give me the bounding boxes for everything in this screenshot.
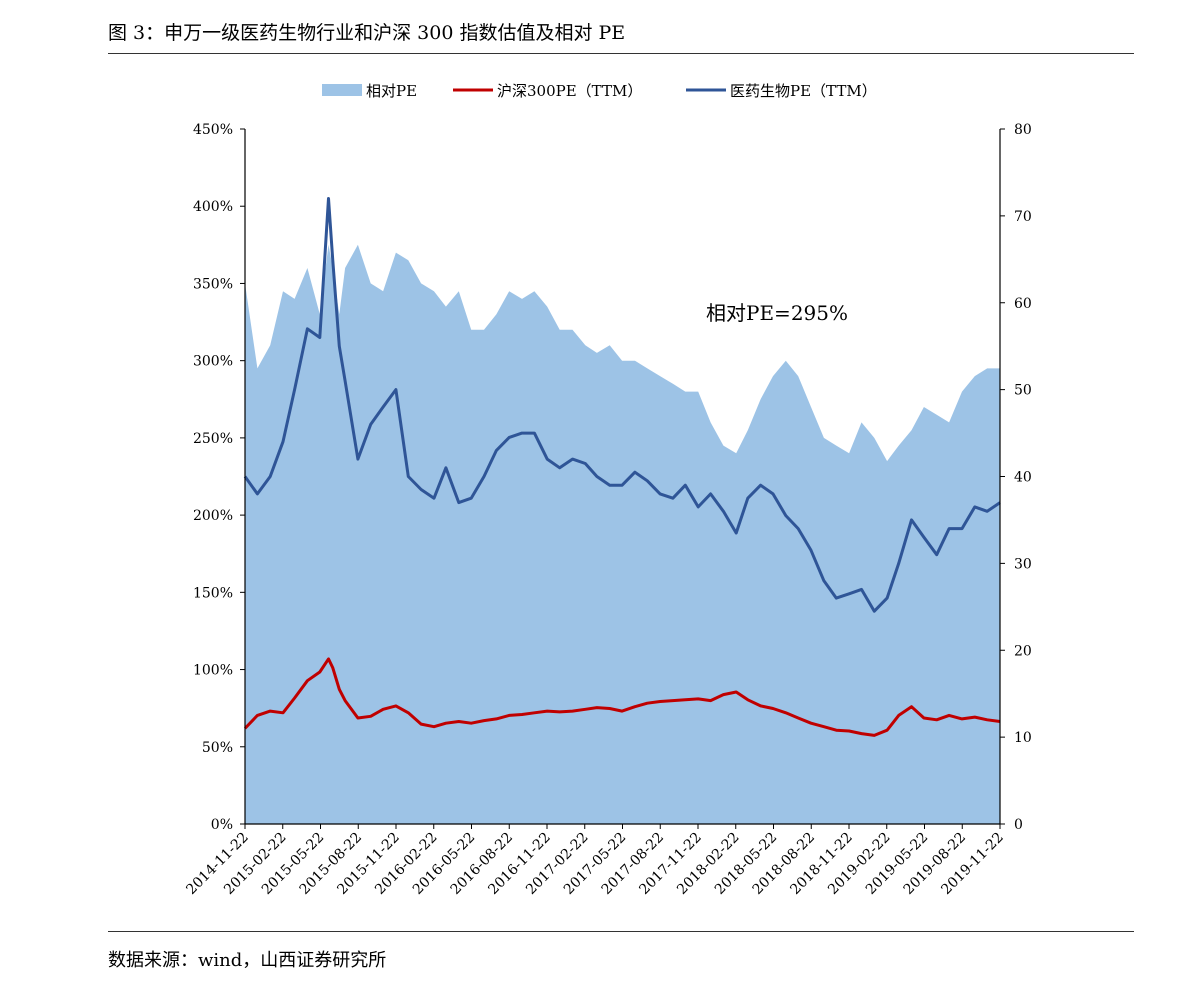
y-left-tick-label: 300% <box>193 354 233 370</box>
y-right-tick-label: 10 <box>1014 730 1032 746</box>
y-left-tick-label: 200% <box>193 508 233 524</box>
y-right-tick-label: 0 <box>1014 817 1023 833</box>
y-left-tick-label: 150% <box>193 585 233 601</box>
y-left-tick-label: 50% <box>202 740 233 756</box>
annotation-relative-pe: 相对PE=295% <box>706 301 848 325</box>
y-right-tick-label: 20 <box>1014 643 1032 659</box>
y-left-tick-label: 350% <box>193 276 233 292</box>
legend-label: 医药生物PE（TTM） <box>730 82 877 100</box>
y-left-tick-label: 250% <box>193 431 233 447</box>
y-right-tick-label: 30 <box>1014 556 1032 572</box>
series-relative-pe-area <box>245 244 1000 825</box>
y-left-tick-label: 100% <box>193 663 233 679</box>
legend-swatch-relative-pe <box>322 84 362 96</box>
series-hs300-pe-line <box>243 657 1001 737</box>
y-right-tick-label: 50 <box>1014 383 1032 399</box>
plot-area <box>243 197 1001 825</box>
y-left-tick-label: 0% <box>211 817 233 833</box>
legend-label: 相对PE <box>366 82 417 100</box>
y-left-tick-label: 450% <box>193 122 233 138</box>
figure-title: 图 3：申万一级医药生物行业和沪深 300 指数估值及相对 PE <box>108 22 626 44</box>
title-divider <box>108 53 1134 54</box>
source-note: 数据来源：wind，山西证券研究所 <box>108 950 387 971</box>
y-right-tick-label: 60 <box>1014 296 1032 312</box>
y-right-tick-label: 70 <box>1014 209 1032 225</box>
y-right-tick-label: 40 <box>1014 470 1032 486</box>
y-right-tick-label: 80 <box>1014 122 1032 138</box>
legend: 相对PE 沪深300PE（TTM） 医药生物PE（TTM） <box>322 82 877 100</box>
series-pharma-pe-line <box>243 197 1001 613</box>
y-left-tick-label: 400% <box>193 199 233 215</box>
source-divider <box>108 931 1134 932</box>
legend-label: 沪深300PE（TTM） <box>497 82 642 100</box>
